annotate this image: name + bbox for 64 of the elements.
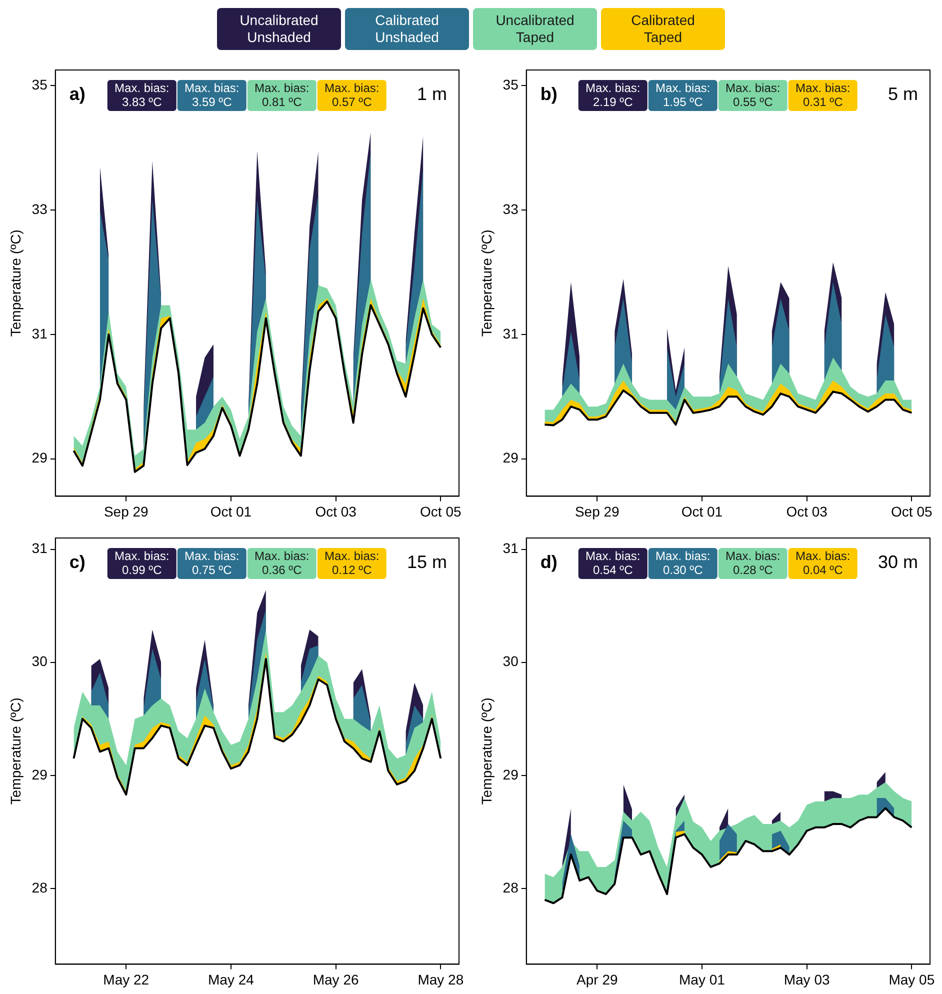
- x-tick-label: Oct 05: [891, 503, 932, 520]
- y-tick-label: 29: [502, 450, 519, 466]
- annotation: Max. bias: 1.95 ºC: [656, 80, 710, 109]
- y-tick-label: 35: [32, 76, 48, 92]
- text: 1 m: [416, 84, 447, 104]
- y-tick-label: 28: [502, 879, 519, 896]
- y-tick-label: 31: [502, 325, 519, 342]
- y-tick-label: 30: [502, 653, 519, 670]
- y-tick-label: 33: [32, 200, 48, 217]
- x-tick-label: May 01: [679, 971, 726, 988]
- x-tick-label: May 26: [312, 971, 359, 988]
- y-tick-label: 33: [502, 200, 519, 217]
- annotation: Max. bias: 0.36 ºC: [254, 548, 310, 577]
- y-tick-label: 31: [32, 325, 48, 342]
- text: c): [69, 552, 86, 572]
- text: 15 m: [406, 552, 447, 572]
- annotation: Max. bias: 0.57 ºC: [324, 80, 380, 109]
- annotation: Max. bias: 0.12 ºC: [324, 548, 380, 577]
- annotation: Max. bias: 2.19 ºC: [586, 80, 640, 109]
- x-tick-label: May 03: [784, 971, 830, 988]
- annotation: Max. bias: 0.28 ºC: [726, 548, 780, 577]
- annotation: Max. bias: 3.83 ºC: [114, 80, 170, 109]
- x-tick-label: May 24: [208, 971, 254, 988]
- annotation: Max. bias: 0.81 ºC: [254, 80, 310, 109]
- x-tick-label: May 05: [888, 971, 935, 988]
- y-tick-label: 35: [502, 76, 519, 92]
- annotation: Max. bias: 0.99 ºC: [114, 548, 170, 577]
- text: a): [69, 84, 86, 104]
- x-tick-label: Oct 03: [786, 503, 828, 520]
- y-tick-label: 30: [32, 653, 48, 670]
- text: Uncalibrated Taped: [473, 8, 597, 50]
- y-axis-title: Temperature (ºC): [478, 698, 494, 805]
- annotation: Max. bias: 0.75 ºC: [184, 548, 240, 577]
- x-tick-label: Oct 03: [315, 503, 357, 520]
- annotation: Max. bias: 0.04 ºC: [796, 548, 850, 577]
- y-tick-label: 28: [32, 879, 48, 896]
- x-tick-label: Oct 01: [210, 503, 252, 520]
- x-tick-label: Oct 05: [420, 503, 462, 520]
- text: b): [540, 84, 558, 104]
- text: Uncalibrated Unshaded: [217, 8, 341, 50]
- annotation: Max. bias: 0.31 ºC: [796, 80, 850, 109]
- annotation: Max. bias: 0.30 ºC: [656, 548, 710, 577]
- text: Calibrated Unshaded: [345, 8, 469, 50]
- x-tick-label: May 28: [418, 971, 464, 988]
- y-axis-title: Temperature (ºC): [7, 230, 24, 337]
- x-tick-label: Sep 29: [104, 503, 149, 520]
- annotation: Max. bias: 3.59 ºC: [184, 80, 240, 109]
- y-tick-label: 29: [32, 450, 48, 466]
- y-axis-title: Temperature (ºC): [7, 698, 24, 805]
- x-tick-label: Apr 29: [576, 971, 618, 988]
- text: 5 m: [888, 84, 918, 104]
- y-tick-label: 31: [32, 540, 48, 556]
- y-tick-label: 29: [32, 766, 48, 782]
- x-tick-label: Oct 01: [681, 503, 723, 520]
- y-axis-title: Temperature (ºC): [478, 230, 494, 337]
- text: 30 m: [878, 552, 918, 572]
- text: d): [540, 552, 558, 572]
- y-tick-label: 31: [502, 540, 519, 556]
- y-tick-label: 29: [502, 766, 519, 782]
- annotation: Max. bias: 0.54 ºC: [586, 548, 640, 577]
- x-tick-label: Sep 29: [574, 503, 620, 520]
- text: Calibrated Taped: [601, 8, 725, 50]
- x-tick-label: May 22: [103, 971, 150, 988]
- annotation: Max. bias: 0.55 ºC: [726, 80, 780, 109]
